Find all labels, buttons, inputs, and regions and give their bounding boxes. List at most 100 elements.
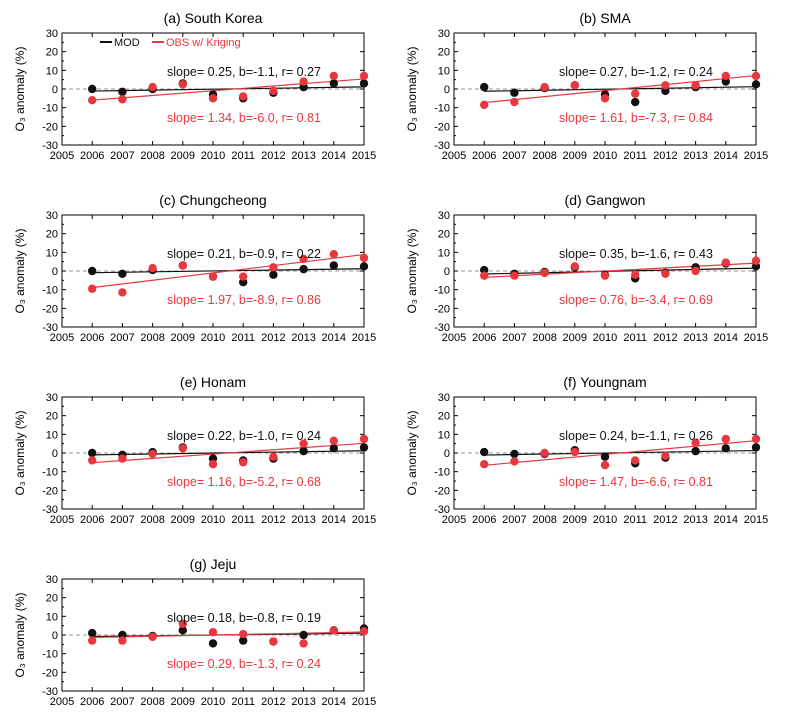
obs-point [570, 262, 579, 271]
x-tick-label: 2007 [502, 150, 526, 162]
panel-3: (c) Chungcheong -30 -20 -10 0 10 20 30 2005 2006 2… [13, 192, 376, 344]
y-tick-label: -30 [434, 140, 450, 152]
mod-point [239, 636, 248, 645]
x-tick-label: 2006 [472, 150, 496, 162]
y-tick-label: -10 [42, 103, 58, 115]
obs-trend-line [92, 253, 365, 289]
mod-point [510, 88, 519, 97]
y-tick-label: -20 [42, 121, 58, 133]
x-tick-label: 2014 [322, 332, 346, 344]
obs-point [721, 258, 730, 267]
mod-point [691, 446, 700, 456]
x-tick-label: 2014 [322, 150, 346, 162]
x-tick-label: 2012 [653, 150, 677, 162]
obs-point [540, 82, 549, 92]
y-tick-label: -20 [42, 485, 58, 497]
panel-title: (g) Jeju [190, 556, 237, 572]
obs-point [721, 434, 730, 444]
mod-point [329, 261, 338, 270]
mod-stats-annotation: slope= 0.25, b=-1.1, r= 0.27 [167, 65, 321, 79]
obs-point [600, 460, 610, 470]
obs-point [299, 439, 308, 448]
mod-point [329, 79, 338, 88]
y-tick-label: -10 [42, 285, 58, 297]
y-tick-label: 30 [46, 574, 58, 586]
x-tick-label: 2007 [110, 514, 134, 526]
y-axis-label: O₃ anomaly (%) [13, 47, 27, 132]
x-tick-label: 2012 [261, 332, 285, 344]
x-tick-label: 2006 [472, 332, 496, 344]
mod-point [88, 266, 97, 276]
panel-6: (f) Youngnam -30 -20 -10 0 10 20 30 2005 2006 2007… [405, 374, 768, 526]
y-tick-label: 20 [46, 47, 58, 59]
x-tick-label: 2006 [80, 150, 104, 162]
x-tick-label: 2011 [231, 514, 255, 526]
x-tick-label: 2015 [352, 514, 376, 526]
obs-trend-line [92, 442, 365, 464]
mod-point [359, 443, 369, 452]
x-tick-label: 2009 [171, 696, 195, 708]
panel-title: (c) Chungcheong [159, 192, 266, 208]
obs-point [661, 81, 670, 90]
x-tick-label: 2014 [714, 514, 738, 526]
x-tick-label: 2015 [744, 150, 768, 162]
x-tick-label: 2009 [171, 332, 195, 344]
x-tick-label: 2007 [502, 514, 526, 526]
obs-point [269, 637, 278, 646]
mod-point [600, 452, 610, 461]
obs-point [88, 284, 97, 293]
x-tick-label: 2013 [291, 332, 315, 344]
x-tick-label: 2013 [291, 514, 315, 526]
x-tick-label: 2010 [593, 332, 617, 344]
obs-point [208, 94, 218, 103]
x-tick-label: 2005 [50, 514, 74, 526]
obs-point [208, 460, 218, 469]
obs-point [359, 434, 369, 444]
mod-point [359, 79, 369, 88]
x-tick-label: 2008 [532, 514, 556, 526]
x-tick-label: 2013 [683, 150, 707, 162]
x-tick-label: 2013 [291, 150, 315, 162]
y-axis-label: O₃ anomaly (%) [13, 229, 27, 314]
y-axis-label: O₃ anomaly (%) [405, 411, 419, 496]
obs-stats-annotation: slope= 0.76, b=-3.4, r= 0.69 [559, 293, 713, 307]
y-tick-label: 20 [46, 229, 58, 241]
x-tick-label: 2015 [744, 332, 768, 344]
obs-point [88, 636, 97, 645]
y-tick-label: -30 [434, 504, 450, 516]
obs-point [88, 96, 97, 105]
obs-point [510, 97, 519, 107]
x-tick-label: 2011 [231, 696, 255, 708]
y-tick-label: 30 [46, 392, 58, 404]
x-tick-label: 2010 [201, 696, 225, 708]
y-tick-label: 10 [46, 429, 58, 441]
y-tick-label: 10 [46, 611, 58, 623]
mod-point [88, 448, 97, 458]
mod-trend-line [92, 86, 365, 92]
mod-point [299, 264, 308, 274]
obs-point [148, 82, 157, 92]
x-tick-label: 2009 [563, 514, 587, 526]
obs-point [329, 71, 338, 81]
panel-1: (a) South Korea -30 -20 -10 0 10 20 30 2005 2006 2… [13, 10, 376, 162]
mod-point [631, 97, 640, 107]
x-tick-label: 2006 [80, 514, 104, 526]
obs-stats-annotation: slope= 1.16, b=-5.2, r= 0.68 [167, 475, 321, 489]
obs-trend-line [92, 631, 365, 639]
y-axis-label: O₃ anomaly (%) [405, 229, 419, 314]
panel-7: (g) Jeju -30 -20 -10 0 10 20 30 2005 2006 2007 2008… [13, 556, 376, 708]
y-tick-label: 0 [52, 266, 58, 278]
mod-point [118, 87, 127, 97]
mod-point [480, 447, 489, 457]
x-tick-label: 2006 [80, 696, 104, 708]
y-tick-label: 30 [46, 210, 58, 222]
obs-point [751, 434, 761, 444]
obs-point [88, 456, 97, 465]
mod-stats-annotation: slope= 0.21, b=-0.9, r= 0.22 [167, 247, 321, 261]
mod-point [751, 443, 761, 452]
panel-4: (d) Gangwon -30 -20 -10 0 10 20 30 2005 2006 2007 2… [405, 192, 768, 344]
obs-point [269, 452, 278, 461]
obs-point [178, 80, 187, 89]
y-tick-label: 20 [438, 229, 450, 241]
x-tick-label: 2008 [140, 514, 164, 526]
